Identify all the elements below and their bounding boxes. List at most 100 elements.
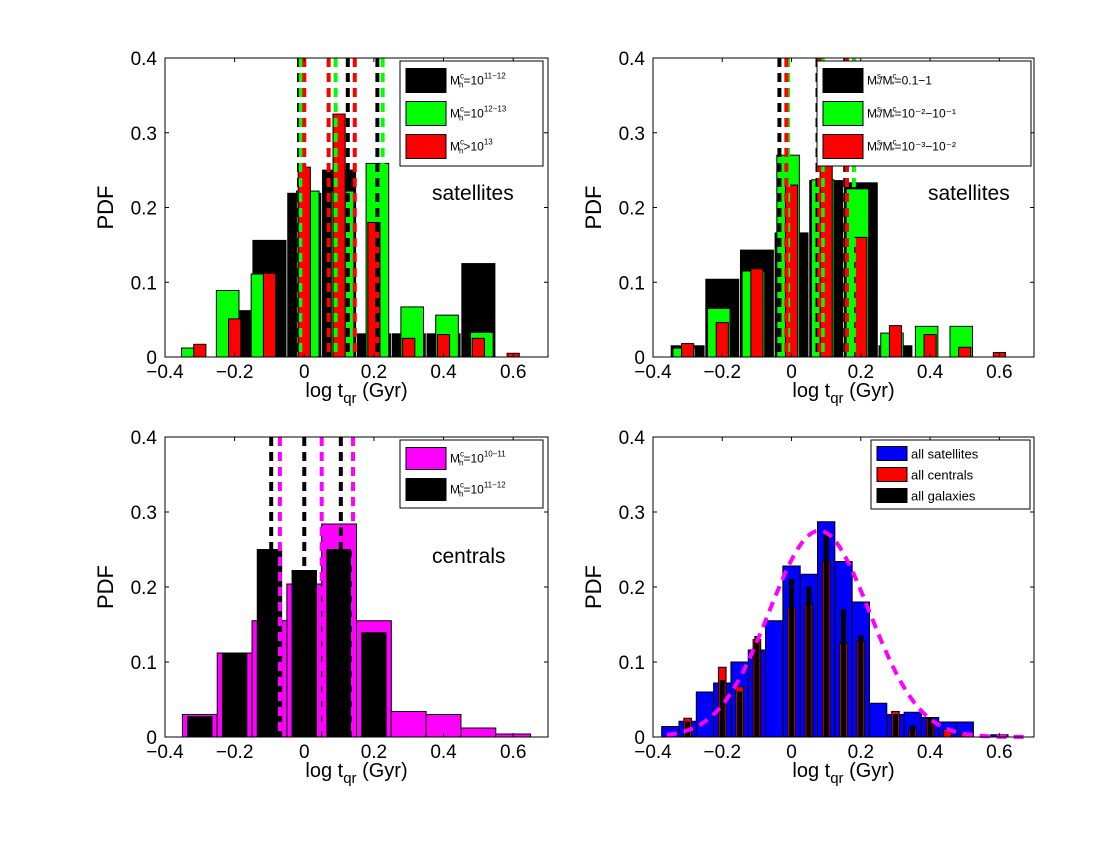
series-0 (661, 521, 1009, 738)
bar (754, 636, 760, 738)
legend-swatch (822, 68, 864, 93)
y-tick-label: 0.3 (619, 503, 645, 524)
legend: Mc h=1011−12 Mc h=1012−13 Mc h>1013 (399, 60, 544, 167)
panel-satellites-stellar-mass-ratio: −0.4 −0.2 0 0.2 0.4 0.6 0 0.1 0.2 0.3 0.4 log tqr (… (581, 49, 1035, 407)
panel-annotation: satellites (928, 182, 1010, 205)
x-tick-label: 0.6 (986, 742, 1012, 763)
y-tick-label: 0 (146, 728, 157, 749)
y-axis-label: PDF (581, 565, 606, 609)
y-axis-label: PDF (93, 186, 118, 230)
bar (193, 343, 207, 358)
x-axis-label: log tqr (Gyr) (305, 380, 407, 407)
x-tick-label: 0.6 (500, 742, 526, 763)
bar (868, 702, 888, 738)
x-tick-label: 0.2 (848, 742, 874, 763)
x-tick-label: 0.6 (986, 362, 1012, 383)
y-axis-label: PDF (581, 186, 606, 230)
y-tick-label: 0 (634, 348, 645, 369)
y-tick-label: 0.2 (619, 199, 645, 220)
y-tick-label: 0.3 (619, 124, 645, 145)
legend-label: Mc h>1013 (450, 138, 493, 156)
y-tick-label: 0.1 (619, 273, 645, 294)
x-tick-label: 0.2 (848, 362, 874, 383)
legend-swatch (405, 447, 447, 470)
legend-label: Mc h=1011−12 (450, 72, 506, 90)
x-tick-label: 0 (299, 742, 310, 763)
x-tick-label: −0.4 (634, 362, 672, 383)
bars (661, 521, 1009, 738)
bar (262, 272, 277, 358)
bar (221, 652, 248, 738)
panel-centrals-halo-mass: −0.4 −0.2 0 0.2 0.4 0.6 0 0.1 0.2 0.3 0.4 log tqr (… (93, 428, 549, 787)
y-tick-label: 0.4 (619, 49, 646, 70)
bar (823, 530, 829, 738)
legend-swatch (405, 134, 447, 159)
bar (695, 691, 715, 738)
x-tick-label: −0.2 (704, 742, 742, 763)
legend-swatch (876, 488, 908, 503)
y-tick-label: 0.4 (131, 49, 158, 70)
panel-annotation: satellites (432, 182, 514, 205)
panel-annotation: centrals (432, 545, 506, 568)
legend-label: all centrals (911, 468, 974, 483)
ticks: −0.4 −0.2 0 0.2 0.4 0.6 0 0.1 0.2 0.3 0.4 (131, 49, 548, 383)
legend-swatch (405, 101, 447, 126)
bar (715, 322, 729, 358)
legend-label: Ms */Mc *=0.1−1 (867, 72, 932, 90)
legend-label: all satellites (911, 447, 979, 462)
legend: Mc h=1010−11 Mc h=1011−12 (399, 439, 544, 509)
bar (765, 620, 784, 738)
legend-label: Mc h=1011−12 (450, 481, 506, 499)
bar (858, 635, 864, 738)
y-axis-label: PDF (93, 565, 118, 609)
y-tick-label: 0.1 (619, 653, 645, 674)
bar (806, 586, 812, 738)
bar (788, 579, 795, 738)
y-tick-label: 0 (146, 348, 157, 369)
bar (737, 691, 743, 738)
x-tick-label: 0.4 (917, 362, 944, 383)
y-tick-label: 0.3 (131, 124, 157, 145)
legend-label: Mc h=1012−13 (450, 105, 507, 123)
y-tick-label: 0.1 (131, 273, 157, 294)
y-tick-label: 0.4 (131, 428, 158, 449)
x-tick-label: 0 (786, 362, 797, 383)
x-tick-label: −0.2 (216, 742, 254, 763)
panel-all-galaxies: −0.4 −0.2 0 0.2 0.4 0.6 0 0.1 0.2 0.3 0.4 log tqr (… (581, 428, 1035, 787)
legend-swatch (822, 101, 864, 126)
y-tick-label: 0 (634, 728, 645, 749)
bar (361, 632, 387, 738)
x-tick-label: 0 (299, 362, 310, 383)
legend-label: all galaxies (911, 489, 976, 504)
y-tick-label: 0.2 (619, 578, 645, 599)
y-tick-label: 0.2 (131, 199, 157, 220)
percentile-lines (297, 58, 385, 357)
ticks: −0.4 −0.2 0 0.2 0.4 0.6 0 0.1 0.2 0.3 0.4 (619, 428, 1034, 763)
legend-label: Mc h=1010−11 (450, 450, 506, 468)
gaussian-fit-line (666, 528, 1024, 739)
bar (888, 325, 903, 358)
x-tick-label: 0 (786, 742, 797, 763)
legend-label: Ms */Mc *=10⁻²−10⁻¹ (867, 105, 956, 123)
ticks: −0.4 −0.2 0 0.2 0.4 0.6 0 0.1 0.2 0.3 0.4 (619, 49, 1034, 383)
y-tick-label: 0.4 (619, 428, 646, 449)
panel-satellites-halo-mass: −0.4 −0.2 0 0.2 0.4 0.6 0 0.1 0.2 0.3 0.4 log tqr (… (93, 49, 549, 407)
x-tick-label: −0.4 (634, 742, 672, 763)
x-axis-label: log tqr (Gyr) (792, 380, 894, 407)
bar (228, 318, 242, 358)
bar (958, 346, 972, 358)
x-tick-label: −0.2 (704, 362, 742, 383)
legend: all satellites all centrals all galaxies (870, 439, 1031, 510)
bar (681, 343, 695, 358)
x-tick-label: −0.4 (146, 362, 184, 383)
bar (854, 236, 868, 358)
x-tick-label: 0.2 (361, 742, 387, 763)
x-tick-label: 0.2 (361, 362, 387, 383)
legend-swatch (822, 134, 864, 159)
bar (187, 716, 213, 738)
x-tick-label: 0.4 (430, 742, 457, 763)
legend-swatch (405, 68, 447, 93)
x-tick-label: 0.6 (500, 362, 526, 383)
legend-swatch (876, 446, 908, 461)
